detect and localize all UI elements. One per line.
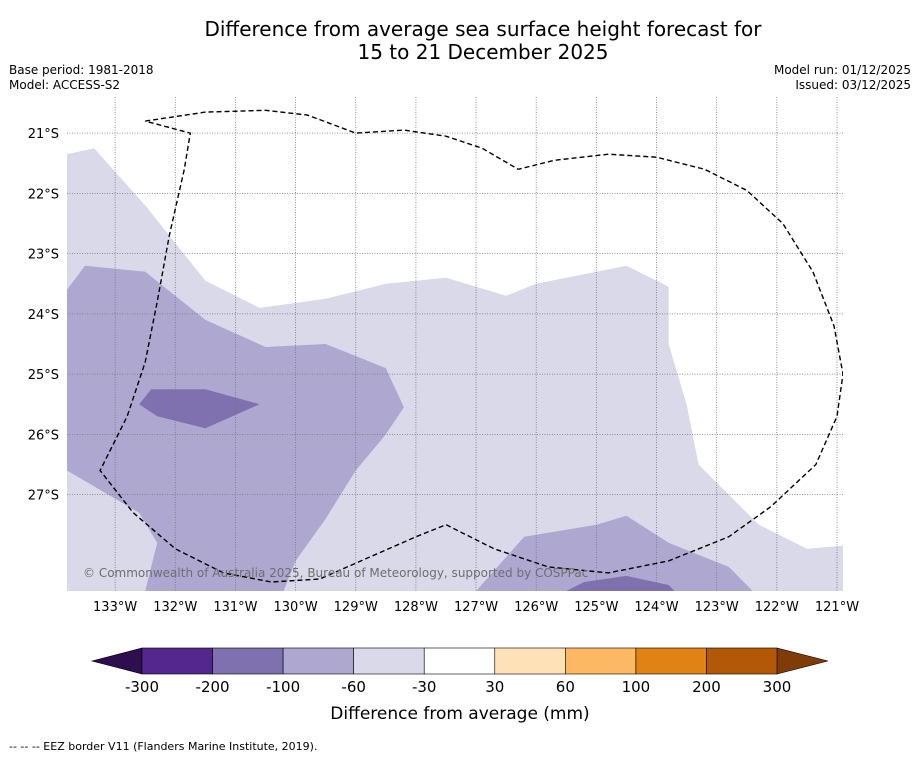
y-tick-label: 25°S	[28, 368, 59, 383]
contour-region	[566, 575, 675, 591]
chart-title-line2: 15 to 21 December 2025	[357, 40, 609, 64]
model-run-label: Model run: 01/12/2025	[773, 63, 911, 77]
eez-border-layer	[99, 109, 843, 583]
colorbar-tick-labels: -300 -200 -100 -60 -30 30 60 100 200 300	[125, 678, 791, 696]
x-tick-label: 122°W	[755, 600, 799, 615]
base-period-label: Base period: 1981-2018	[9, 63, 154, 77]
colorbar-segment	[635, 647, 707, 675]
colorbar-segment	[423, 647, 496, 675]
colorbar-tick-label: 300	[763, 678, 792, 696]
y-tick-label: 26°S	[28, 428, 59, 443]
colorbar-under-arrow	[90, 647, 143, 675]
colorbar-tick-label: 30	[485, 678, 504, 696]
contour-region	[139, 389, 260, 429]
colorbar-tick-label: 200	[692, 678, 721, 696]
colorbar-title: Difference from average (mm)	[330, 704, 589, 724]
y-tick-label: 22°S	[28, 187, 59, 202]
y-tick-label: 24°S	[28, 308, 59, 323]
contour-region	[67, 265, 404, 591]
colorbar-segment	[494, 647, 566, 675]
x-tick-label: 132°W	[153, 600, 197, 615]
contour-region	[476, 515, 753, 591]
run-info: Model run: 01/12/2025 Issued: 03/12/2025	[774, 63, 911, 93]
chart-title: Difference from average sea surface heig…	[0, 18, 919, 64]
eez-footnote: -- -- -- EEZ border V11 (Flanders Marine…	[9, 740, 318, 753]
colorbar-segment	[706, 647, 778, 675]
x-tick-label: 125°W	[574, 600, 618, 615]
x-tick-label: 127°W	[454, 600, 498, 615]
x-tick-label: 133°W	[93, 600, 137, 615]
colorbar-segment	[565, 647, 637, 675]
colorbar-tick-label: -200	[196, 678, 230, 696]
x-tick-label: 121°W	[815, 600, 859, 615]
copyright-text: © Commonwealth of Australia 2025, Bureau…	[83, 566, 588, 580]
colorbar-segment	[353, 647, 425, 675]
chart-title-line1: Difference from average sea surface heig…	[204, 17, 762, 41]
colorbar-segment	[212, 647, 284, 675]
colorbar-tick-label: -30	[412, 678, 437, 696]
x-tick-label: 126°W	[514, 600, 558, 615]
y-axis-ticks: 21°S 22°S 23°S 24°S 25°S 26°S 27°S	[28, 127, 59, 503]
x-axis-ticks: 133°W 132°W 131°W 130°W 129°W 128°W 127°W 126°W…	[93, 600, 859, 615]
x-tick-label: 130°W	[274, 600, 318, 615]
gridlines	[67, 97, 843, 591]
colorbar-tick-label: -60	[341, 678, 366, 696]
colorbar-segment	[141, 647, 213, 675]
colorbar-tick-label: 100	[622, 678, 651, 696]
x-tick-label: 124°W	[634, 600, 678, 615]
colorbar	[90, 647, 829, 675]
issued-label: Issued: 03/12/2025	[795, 78, 911, 92]
y-tick-label: 21°S	[28, 127, 59, 142]
y-tick-label: 27°S	[28, 489, 59, 504]
base-info: Base period: 1981-2018 Model: ACCESS-S2	[9, 63, 154, 93]
colorbar-tick-label: -100	[266, 678, 300, 696]
colorbar-over-arrow	[776, 647, 829, 675]
colorbar-segment	[282, 647, 354, 675]
model-label: Model: ACCESS-S2	[9, 78, 121, 92]
x-tick-label: 131°W	[213, 600, 257, 615]
eez-border	[99, 109, 843, 583]
colorbar-tick-label: -300	[125, 678, 159, 696]
x-tick-label: 129°W	[334, 600, 378, 615]
x-tick-label: 123°W	[695, 600, 739, 615]
x-tick-label: 128°W	[394, 600, 438, 615]
contour-fill-layer	[67, 148, 843, 591]
colorbar-tick-label: 60	[556, 678, 575, 696]
y-tick-label: 23°S	[28, 248, 59, 263]
